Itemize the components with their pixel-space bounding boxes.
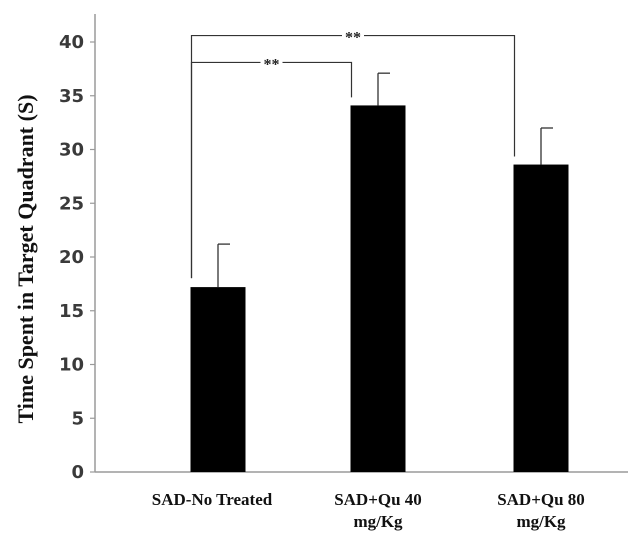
y-tick-label: 35 [59, 86, 84, 107]
y-tick-label: 5 [71, 408, 84, 429]
y-tick-label: 30 [59, 140, 84, 161]
x-category-label: SAD-No Treated [152, 490, 273, 509]
significance-brackets: ** ** [190, 30, 516, 279]
significance-label-bg [342, 32, 364, 39]
error-bars [217, 72, 553, 288]
axes: 0 5 10 15 20 25 30 35 40 [59, 14, 628, 483]
category-labels: SAD-No Treated SAD+Qu 40 mg/Kg SAD+Qu 80 mg/… [152, 490, 585, 531]
y-tick-label: 15 [59, 301, 84, 322]
y-axis-title: Time Spent in Target Quadrant (S) [13, 94, 38, 423]
significance-label: ** [345, 30, 361, 47]
y-tick-label: 10 [59, 355, 84, 376]
x-category-label: SAD+Qu 40 [334, 490, 422, 509]
bars [190, 105, 569, 473]
bar [513, 164, 569, 473]
y-tick-label: 20 [59, 247, 84, 268]
x-category-label: SAD+Qu 80 [497, 490, 585, 509]
x-category-label-line2: mg/Kg [353, 512, 403, 531]
significance-label: ** [264, 56, 280, 73]
y-tick-label: 40 [59, 32, 84, 53]
y-tick-label: 0 [71, 462, 84, 483]
x-category-label-line2: mg/Kg [516, 512, 566, 531]
significance-bracket [190, 61, 353, 279]
significance-label-bg [260, 59, 283, 66]
y-tick-label: 25 [59, 193, 84, 214]
bar [190, 287, 246, 472]
bar [350, 105, 406, 473]
